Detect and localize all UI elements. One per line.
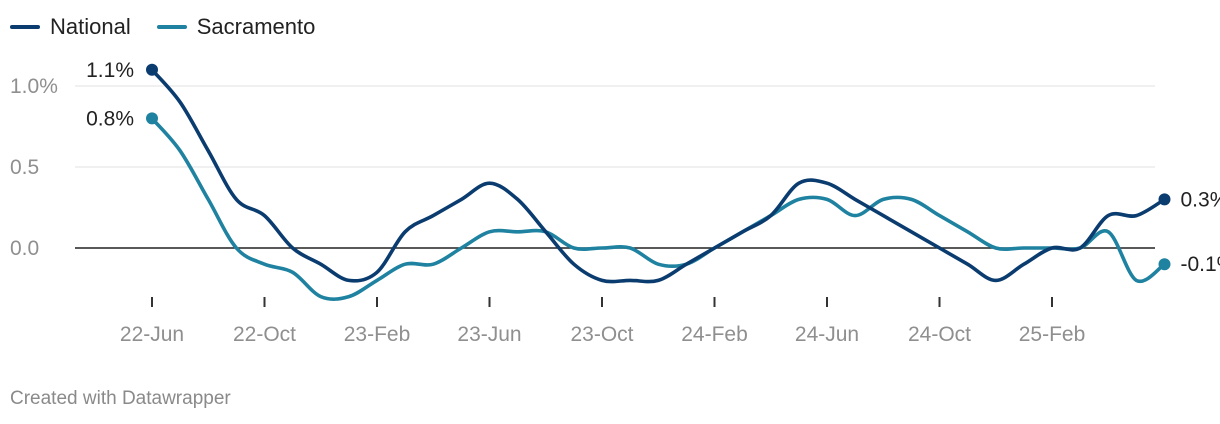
x-tick-label: 22-Jun [120,323,184,346]
series-end-point-sacramento [1158,258,1171,271]
x-tick-label: 23-Jun [457,323,521,346]
legend-item-national: National [10,14,131,40]
x-tick-label: 23-Oct [570,323,633,346]
data-label-start-national: 1.1% [86,59,134,82]
legend: National Sacramento [10,14,315,40]
x-tick-label: 23-Feb [344,323,411,346]
y-tick-label: 0.0 [10,237,39,260]
legend-swatch-national [10,25,40,29]
legend-item-sacramento: Sacramento [156,14,316,40]
series-start-point-sacramento [146,112,158,125]
legend-label-sacramento: Sacramento [196,14,316,39]
series-line-sacramento [150,116,1167,301]
data-label-end-national: 0.3% [1181,188,1220,211]
legend-label-national: National [50,14,131,39]
x-tick-label: 24-Jun [795,323,859,346]
x-tick-label: 24-Oct [908,323,971,346]
x-tick-label: 22-Oct [233,323,296,346]
legend-swatch-sacramento [156,25,187,29]
series-end-point-national [1158,193,1171,206]
series-line-national [150,68,1167,284]
footer-credit: Created with Datawrapper [10,388,231,409]
y-tick-label: 0.5 [10,156,39,179]
data-label-end-sacramento: -0.1% [1181,253,1220,276]
data-label-start-sacramento: 0.8% [86,107,134,130]
y-tick-label: 1.0% [10,75,58,98]
series-start-point-national [146,63,158,76]
x-tick-label: 24-Feb [681,323,748,346]
x-tick-label: 25-Feb [1019,323,1086,346]
